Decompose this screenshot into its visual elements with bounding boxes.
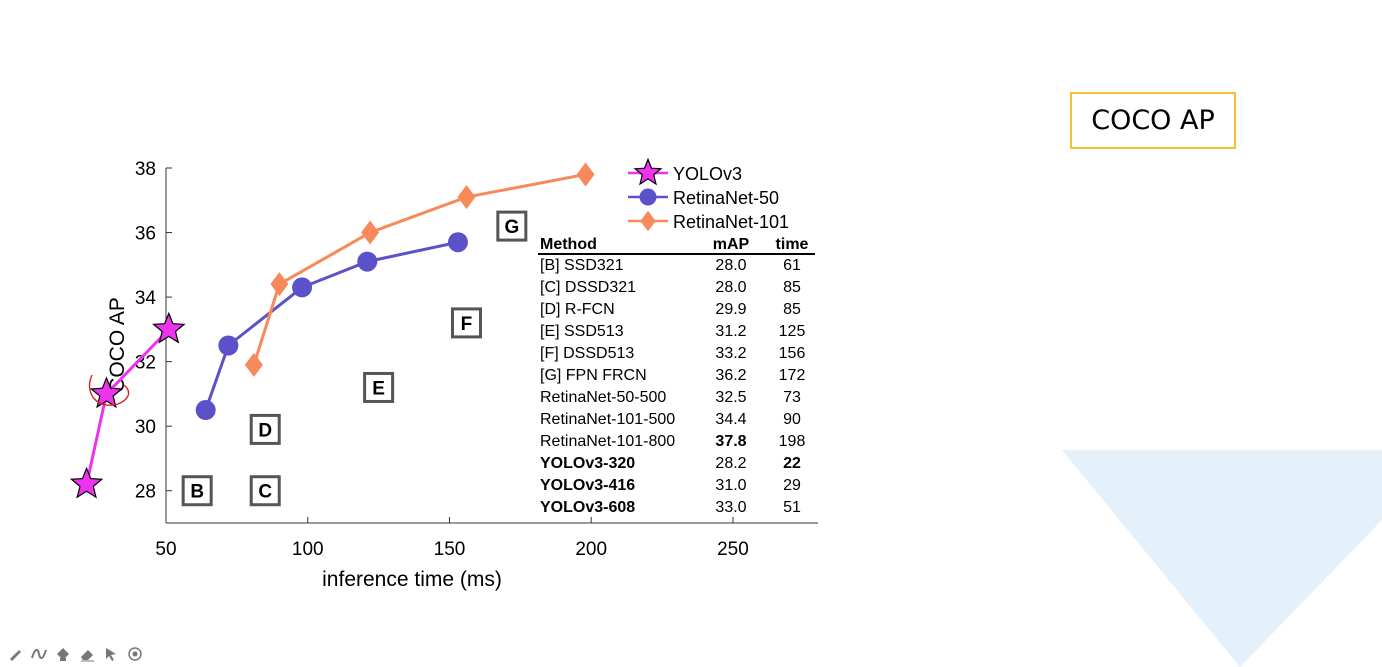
y-tick-label: 38 xyxy=(135,159,156,180)
data-point-retinanet-50 xyxy=(357,251,378,272)
y-tick-label: 34 xyxy=(135,288,157,309)
method-box-label: F xyxy=(461,314,473,335)
x-tick-label: 250 xyxy=(717,539,749,560)
method-box-label: E xyxy=(372,378,385,399)
legend-marker xyxy=(633,157,663,186)
method-box-c xyxy=(249,475,281,507)
table-cell-method: RetinaNet-50-500 xyxy=(540,389,666,406)
table-header-method: Method xyxy=(540,236,597,253)
data-point-retinanet-50 xyxy=(447,232,468,253)
table-cell-time: 90 xyxy=(783,411,801,428)
x-tick-label: 150 xyxy=(434,539,466,560)
table-cell-time: 85 xyxy=(783,301,801,318)
table-cell-time: 85 xyxy=(783,279,801,296)
table-cell-time: 125 xyxy=(779,323,806,340)
table-cell-method: YOLOv3-608 xyxy=(540,499,635,516)
x-tick-label: 50 xyxy=(155,539,176,560)
method-box-label: C xyxy=(258,482,272,503)
y-tick-label: 36 xyxy=(135,224,156,245)
data-point-retinanet-101 xyxy=(457,185,476,210)
laser-icon[interactable] xyxy=(126,645,144,663)
table-cell-method: YOLOv3-416 xyxy=(540,477,635,494)
table-cell-method: [D] R-FCN xyxy=(540,301,615,318)
curve-icon[interactable] xyxy=(30,645,48,663)
data-point-yolov3 xyxy=(69,466,104,499)
table-cell-map: 29.9 xyxy=(715,301,746,318)
method-box-b xyxy=(181,475,213,507)
data-point-yolov3 xyxy=(89,376,124,409)
y-tick-label: 28 xyxy=(135,482,156,503)
decorative-triangle xyxy=(1062,450,1382,667)
annotation-toolbar xyxy=(6,642,144,666)
table-cell-time: 172 xyxy=(779,367,806,384)
table-cell-map: 31.2 xyxy=(715,323,746,340)
table-cell-method: RetinaNet-101-500 xyxy=(540,411,675,428)
x-tick-label: 200 xyxy=(575,539,607,560)
table-cell-map: 37.8 xyxy=(715,433,746,450)
table-cell-map: 28.2 xyxy=(715,455,746,472)
table-cell-time: 29 xyxy=(783,477,801,494)
legend-entry: RetinaNet-50 xyxy=(673,188,779,208)
series-line-retinanet-101 xyxy=(252,172,586,366)
series-line-retinanet-50 xyxy=(204,240,459,411)
table-cell-time: 73 xyxy=(783,389,801,406)
table-cell-method: [F] DSSD513 xyxy=(540,345,634,362)
pen-annotation xyxy=(88,374,130,406)
method-box-d xyxy=(249,413,281,445)
x-tick-label: 100 xyxy=(292,539,324,560)
table-cell-map: 28.0 xyxy=(715,279,746,296)
table-cell-time: 198 xyxy=(779,433,806,450)
legend-marker xyxy=(639,188,657,206)
data-point-retinanet-50 xyxy=(218,335,239,356)
table-cell-map: 34.4 xyxy=(715,411,746,428)
table-cell-method: [B] SSD321 xyxy=(540,257,624,274)
method-box-f xyxy=(450,307,482,339)
legend-entry: RetinaNet-101 xyxy=(673,212,789,232)
data-point-retinanet-101 xyxy=(361,220,380,245)
marker-icon[interactable] xyxy=(54,645,72,663)
y-tick-label: 30 xyxy=(135,417,156,438)
table-cell-time: 156 xyxy=(779,345,806,362)
table-cell-method: [C] DSSD321 xyxy=(540,279,636,296)
data-point-retinanet-50 xyxy=(292,277,313,298)
table-cell-time: 51 xyxy=(783,499,801,516)
data-point-retinanet-101 xyxy=(270,272,289,297)
pen-icon[interactable] xyxy=(6,645,24,663)
eraser-icon[interactable] xyxy=(78,645,96,663)
callout-text: COCO AP xyxy=(1091,105,1215,136)
method-box-e xyxy=(363,371,395,403)
table-header-time: time xyxy=(776,236,809,253)
table-cell-map: 32.5 xyxy=(715,389,746,406)
table-cell-time: 61 xyxy=(783,257,801,274)
pointer-icon[interactable] xyxy=(102,645,120,663)
method-box-label: D xyxy=(258,420,272,441)
data-point-retinanet-101 xyxy=(244,352,263,377)
method-box-g xyxy=(496,210,528,242)
table-cell-map: 31.0 xyxy=(715,477,746,494)
x-axis-label: inference time (ms) xyxy=(322,568,502,591)
table-header-map: mAP xyxy=(713,236,750,253)
table-cell-map: 33.2 xyxy=(715,345,746,362)
data-point-yolov3 xyxy=(152,311,186,344)
table-cell-method: YOLOv3-320 xyxy=(540,455,635,472)
y-axis-label: COCO AP xyxy=(106,297,129,393)
legend-entry: YOLOv3 xyxy=(673,164,742,184)
table-cell-method: [E] SSD513 xyxy=(540,323,624,340)
method-box-label: G xyxy=(504,217,519,238)
legend-marker xyxy=(640,210,656,232)
data-point-retinanet-50 xyxy=(195,400,216,421)
table-cell-map: 36.2 xyxy=(715,367,746,384)
table-cell-time: 22 xyxy=(783,455,801,472)
table-cell-method: RetinaNet-101-800 xyxy=(540,433,675,450)
table-cell-method: [G] FPN FRCN xyxy=(540,367,647,384)
coco-ap-callout: COCO AP xyxy=(1070,92,1236,149)
data-point-retinanet-101 xyxy=(576,162,595,187)
table-cell-map: 33.0 xyxy=(715,499,746,516)
method-box-label: B xyxy=(190,482,204,503)
table-cell-map: 28.0 xyxy=(715,257,746,274)
